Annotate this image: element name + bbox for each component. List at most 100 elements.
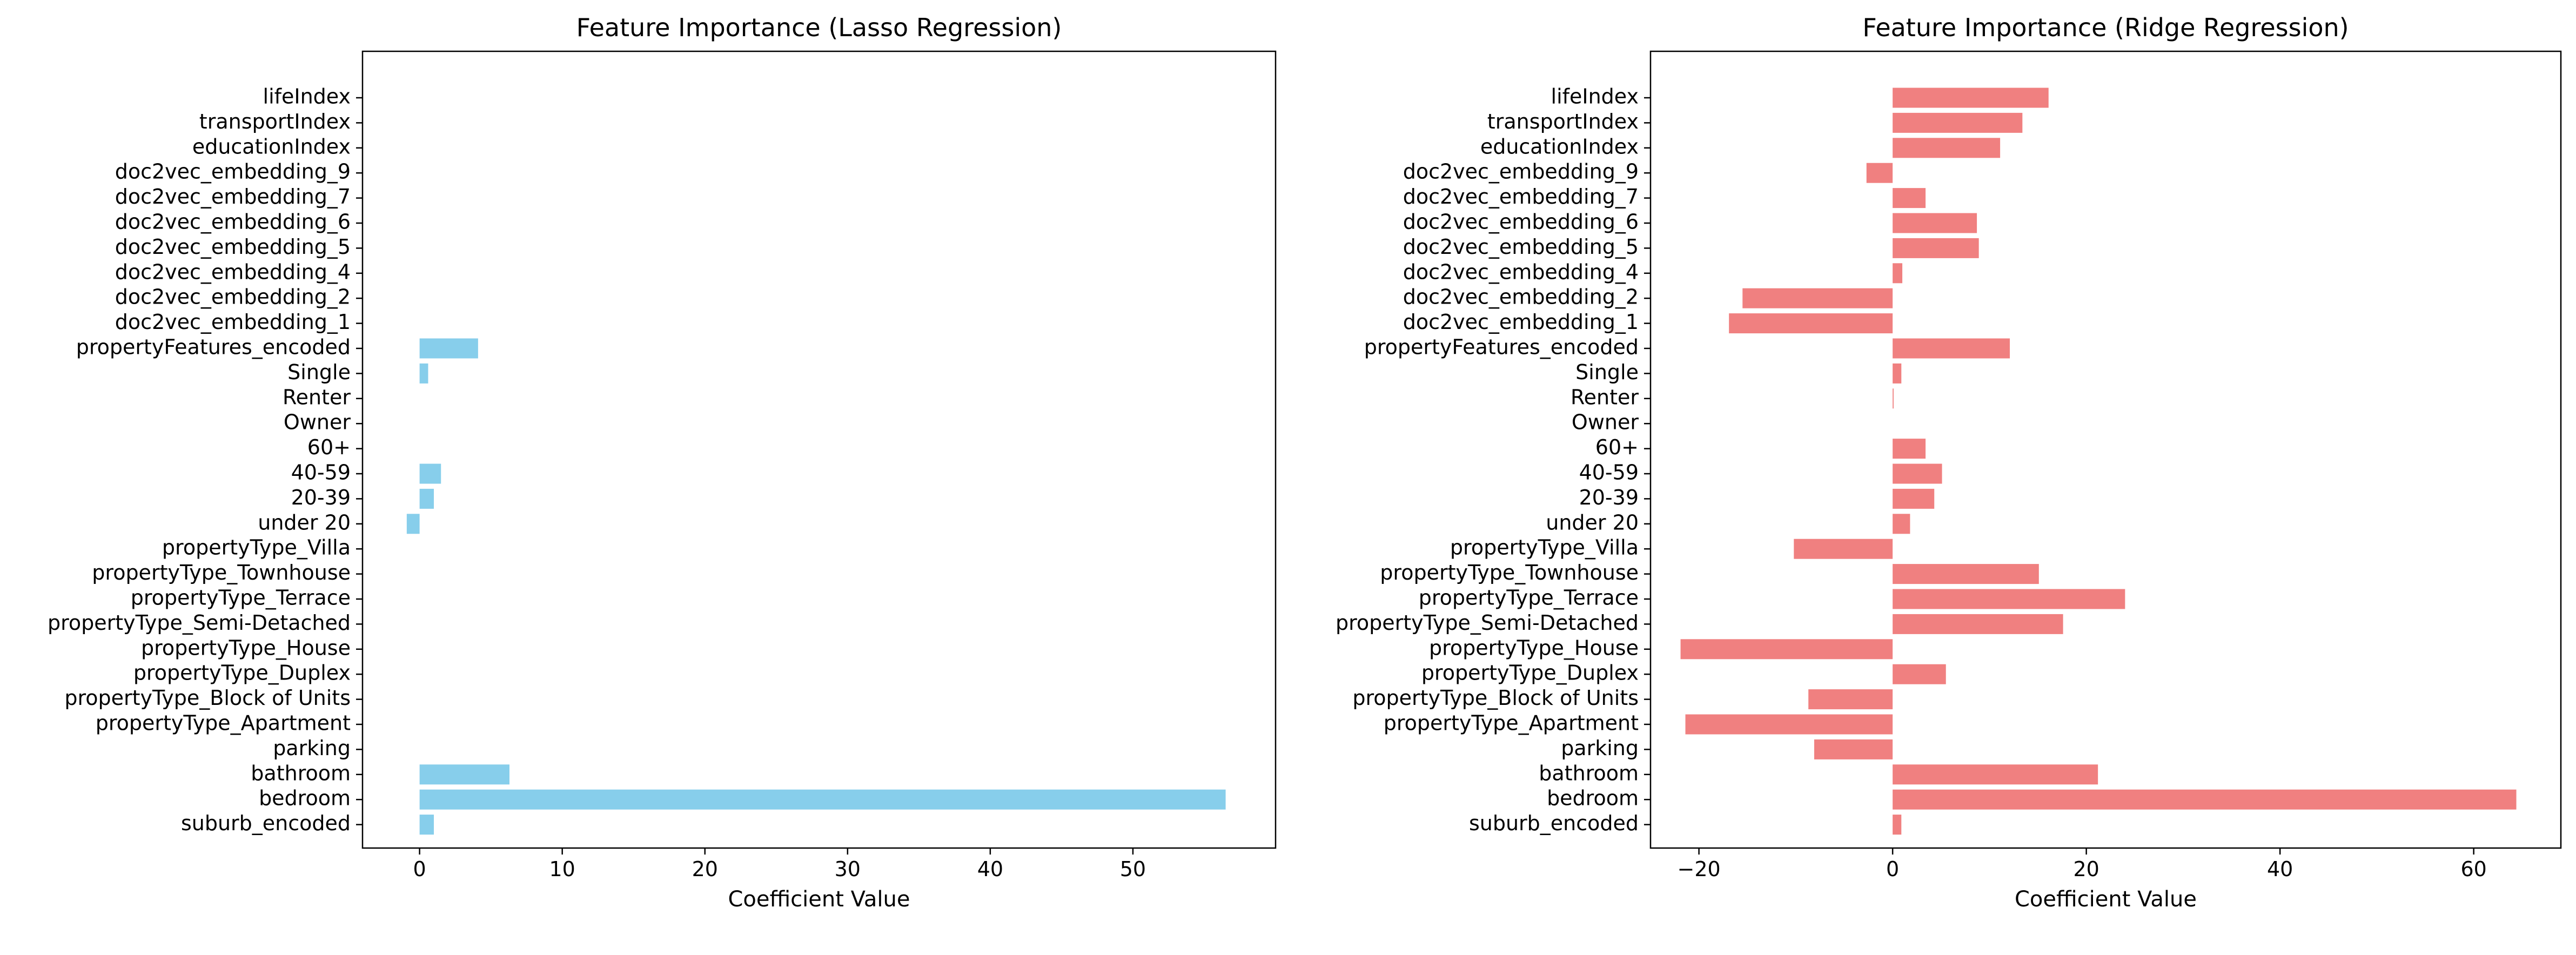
ridge-bar-9: [1893, 589, 2125, 609]
lasso-category-label: 60+: [307, 435, 351, 459]
lasso-xtick-label: 40: [977, 857, 1003, 881]
ridge-xtick-label: −20: [1678, 857, 1721, 881]
ridge-bar-13: [1893, 488, 1935, 509]
lasso-category-label: propertyType_Semi-Detached: [48, 611, 351, 635]
ridge-chart-title: Feature Importance (Ridge Regression): [1862, 13, 2349, 42]
ridge-category-label: doc2vec_embedding_2: [1403, 285, 1639, 309]
lasso-xtick-label: 30: [835, 857, 861, 881]
ridge-category-label: propertyFeatures_encoded: [1364, 335, 1639, 359]
ridge-bar-17: [1893, 388, 1894, 409]
ridge-category-label: propertyType_Block of Units: [1352, 686, 1639, 710]
lasso-category-label: bathroom: [251, 761, 351, 785]
ridge-bar-28: [1893, 112, 2023, 133]
ridge-bar-3: [1814, 739, 1893, 759]
ridge-category-label: 20-39: [1579, 486, 1639, 509]
ridge-category-label: parking: [1561, 736, 1639, 760]
ridge-category-label: propertyType_Townhouse: [1380, 561, 1639, 584]
ridge-bar-23: [1893, 238, 1979, 258]
ridge-bar-2: [1893, 764, 2098, 785]
ridge-bar-21: [1742, 288, 1893, 308]
ridge-xtick-label: 60: [2460, 857, 2486, 881]
ridge-xtick-label: 0: [1886, 857, 1899, 881]
ridge-category-label: 40-59: [1579, 461, 1639, 485]
ridge-category-label: 60+: [1595, 435, 1639, 459]
ridge-category-label: propertyType_Duplex: [1421, 661, 1639, 685]
ridge-bar-27: [1893, 138, 2001, 158]
lasso-category-label: under 20: [258, 510, 351, 534]
lasso-category-label: propertyType_Terrace: [131, 586, 351, 610]
ridge-bar-18: [1893, 363, 1902, 384]
lasso-category-label: Owner: [284, 411, 351, 434]
ridge-category-label: bathroom: [1539, 761, 1639, 785]
lasso-xtick-label: 20: [692, 857, 718, 881]
lasso-category-label: doc2vec_embedding_6: [115, 210, 351, 234]
ridge-bar-8: [1893, 614, 2063, 634]
ridge-bar-15: [1893, 439, 1926, 459]
lasso-category-label: lifeIndex: [263, 85, 351, 109]
lasso-category-label: doc2vec_embedding_1: [115, 310, 351, 334]
lasso-category-label: doc2vec_embedding_9: [115, 160, 351, 184]
lasso-category-label: suburb_encoded: [181, 811, 351, 835]
ridge-bar-11: [1794, 539, 1893, 559]
lasso-category-label: 20-39: [291, 486, 351, 509]
ridge-bar-5: [1808, 689, 1893, 710]
lasso-xtick-label: 0: [413, 857, 426, 881]
ridge-category-label: doc2vec_embedding_4: [1403, 260, 1639, 284]
ridge-category-label: propertyType_House: [1429, 636, 1639, 660]
ridge-xaxis-label: Coefficient Value: [2015, 887, 2197, 912]
lasso-category-label: propertyType_Villa: [162, 536, 351, 560]
ridge-category-label: transportIndex: [1487, 110, 1639, 133]
ridge-bar-14: [1893, 463, 1942, 484]
ridge-category-label: propertyType_Terrace: [1419, 586, 1639, 610]
ridge-category-label: suburb_encoded: [1469, 811, 1639, 835]
lasso-category-label: doc2vec_embedding_4: [115, 260, 351, 284]
ridge-category-label: Owner: [1572, 411, 1639, 434]
lasso-bar-18: [419, 363, 428, 384]
ridge-category-label: bedroom: [1547, 786, 1639, 810]
ridge-category-label: propertyType_Villa: [1450, 536, 1639, 560]
ridge-axes-frame: [1649, 50, 2562, 849]
ridge-bar-10: [1893, 564, 2039, 584]
lasso-category-label: 40-59: [291, 461, 351, 485]
lasso-xaxis-label: Coefficient Value: [728, 887, 910, 912]
lasso-xtick-label: 50: [1120, 857, 1146, 881]
ridge-category-label: Single: [1575, 360, 1639, 384]
lasso-category-label: propertyType_Block of Units: [64, 686, 351, 710]
lasso-category-label: parking: [273, 736, 351, 760]
lasso-category-label: propertyType_Townhouse: [92, 561, 351, 584]
ridge-xtick-label: 40: [2267, 857, 2293, 881]
lasso-category-label: propertyType_Duplex: [133, 661, 351, 685]
ridge-category-label: under 20: [1546, 510, 1639, 534]
ridge-bar-20: [1729, 313, 1893, 334]
lasso-bar-0: [419, 815, 434, 835]
lasso-chart-panel: suburb_encodedbedroombathroomparkingprop…: [48, 13, 1277, 912]
ridge-category-label: propertyType_Semi-Detached: [1336, 611, 1639, 635]
lasso-bar-19: [419, 338, 478, 359]
lasso-bar-12: [406, 514, 420, 534]
lasso-bar-1: [419, 789, 1226, 810]
ridge-xtick-label: 20: [2073, 857, 2099, 881]
lasso-category-label: propertyType_Apartment: [96, 711, 351, 735]
lasso-bar-14: [419, 463, 441, 484]
ridge-category-label: lifeIndex: [1551, 85, 1639, 109]
lasso-bar-2: [419, 764, 509, 785]
ridge-bar-12: [1893, 514, 1910, 534]
lasso-category-label: transportIndex: [199, 110, 351, 133]
lasso-category-label: bedroom: [259, 786, 351, 810]
ridge-bar-22: [1893, 263, 1903, 284]
lasso-category-label: doc2vec_embedding_2: [115, 285, 351, 309]
lasso-category-label: doc2vec_embedding_7: [115, 185, 351, 209]
ridge-bar-6: [1893, 664, 1946, 684]
ridge-bar-7: [1680, 639, 1893, 660]
lasso-category-label: doc2vec_embedding_5: [115, 235, 351, 259]
lasso-chart-title: Feature Importance (Lasso Regression): [576, 13, 1062, 42]
ridge-category-label: doc2vec_embedding_9: [1403, 160, 1639, 184]
ridge-category-label: doc2vec_embedding_1: [1403, 310, 1639, 334]
ridge-category-label: doc2vec_embedding_6: [1403, 210, 1639, 234]
lasso-category-label: propertyType_House: [141, 636, 351, 660]
lasso-axes-frame: [361, 50, 1277, 849]
lasso-bar-13: [419, 488, 434, 509]
ridge-bar-0: [1893, 815, 1902, 835]
